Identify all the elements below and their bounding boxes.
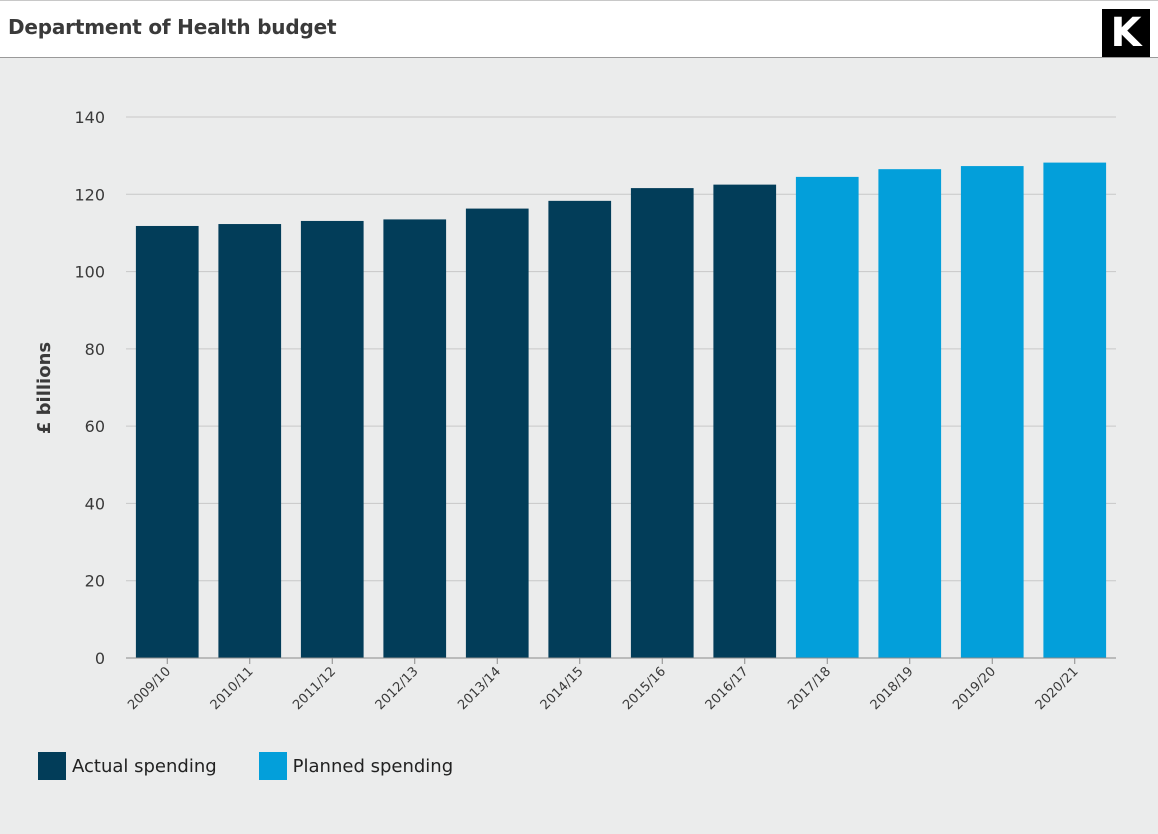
chart-header: Department of Health budget K [0, 0, 1158, 58]
legend-swatch-actual [38, 752, 66, 780]
y-tick-label: 80 [85, 340, 105, 359]
legend: Actual spending Planned spending [38, 752, 495, 780]
bar-2009-10 [135, 225, 199, 659]
legend-item-planned: Planned spending [258, 752, 454, 780]
bar-2019-20 [960, 166, 1024, 659]
x-tick-label: 2020/21 [1033, 664, 1082, 713]
x-tick-label: 2015/16 [620, 664, 669, 713]
y-tick-label: 0 [95, 649, 105, 668]
x-tick-label: 2012/13 [373, 664, 422, 713]
legend-item-actual: Actual spending [38, 752, 217, 780]
bar-2016-17 [713, 184, 777, 658]
bar-2012-13 [383, 219, 447, 658]
legend-label-actual: Actual spending [72, 755, 217, 777]
y-tick-label: 140 [74, 108, 105, 127]
chart-title: Department of Health budget [8, 15, 337, 39]
bar-2018-19 [878, 169, 942, 659]
y-tick-label: 100 [74, 263, 105, 282]
y-tick-label: 60 [85, 417, 105, 436]
x-tick-label: 2016/17 [703, 664, 752, 713]
legend-label-planned: Planned spending [292, 755, 454, 777]
x-tick-label: 2010/11 [208, 664, 257, 713]
y-axis-label: £ billions [34, 342, 55, 434]
x-tick-label: 2018/19 [868, 664, 917, 713]
bar-2020-21 [1043, 162, 1107, 658]
bar-2014-15 [548, 200, 612, 659]
y-tick-label: 120 [74, 185, 105, 204]
bar-2015-16 [630, 188, 694, 659]
x-tick-label: 2019/20 [950, 664, 999, 713]
bar-2017-18 [795, 176, 859, 658]
x-tick-label: 2011/12 [290, 664, 339, 713]
x-tick-label: 2009/10 [125, 664, 174, 713]
bars [135, 162, 1107, 659]
y-tick-label: 20 [85, 572, 105, 591]
legend-swatch-planned [258, 752, 287, 780]
bar-2013-14 [465, 208, 529, 659]
x-tick-label: 2013/14 [455, 664, 504, 713]
bar-2011-12 [300, 220, 364, 658]
bar-2010-11 [218, 224, 282, 658]
x-tick-label: 2017/18 [785, 664, 834, 713]
x-tick-label: 2014/15 [538, 664, 587, 713]
y-tick-label: 40 [85, 494, 105, 513]
k-logo: K [1102, 9, 1150, 57]
gridlines [126, 116, 1116, 582]
